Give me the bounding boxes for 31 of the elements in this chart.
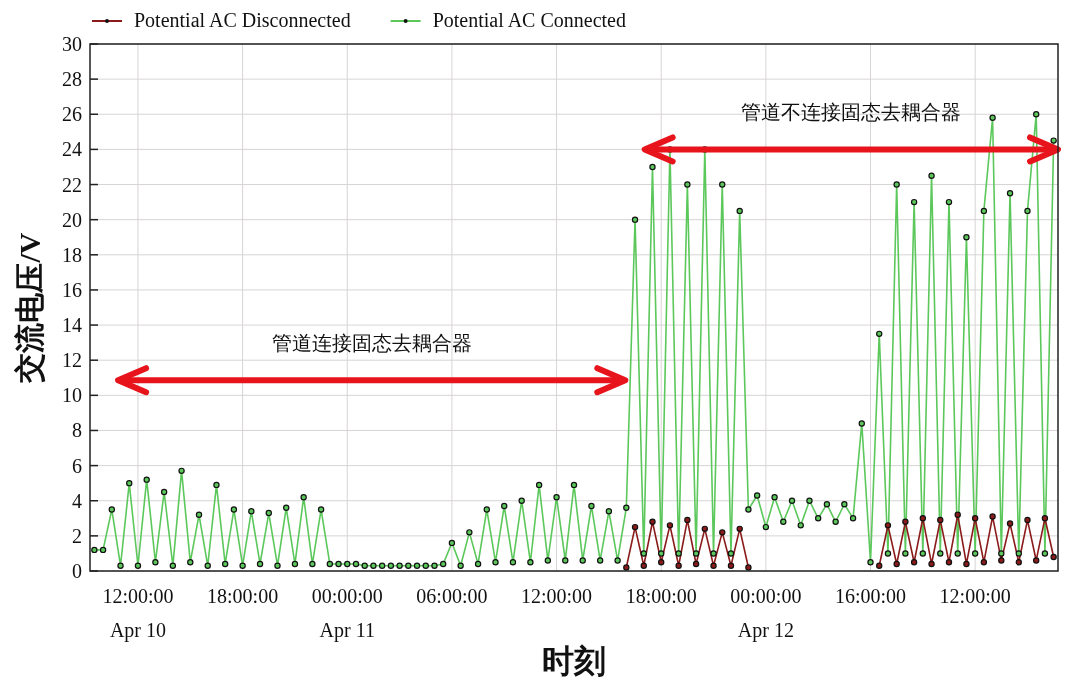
x-tick-label: 00:00:00 Apr 11 bbox=[311, 585, 383, 642]
y-axis-title: 交流电压/V bbox=[13, 232, 46, 384]
y-tick-label: 10 bbox=[62, 384, 82, 407]
x-tick-label: 16:00:00 bbox=[834, 585, 907, 607]
annotation: 管道不连接固态去耦合器 bbox=[741, 101, 962, 124]
y-tick-label: 12 bbox=[62, 349, 82, 372]
y-tick-label: 22 bbox=[62, 173, 82, 196]
x-tick-label: 06:00:00 bbox=[416, 585, 488, 607]
legend-label: Potential AC Connected bbox=[432, 9, 626, 31]
annotation: 管道连接固态去耦合器 bbox=[271, 332, 472, 355]
x-axis-title: 时刻 bbox=[542, 643, 606, 679]
y-tick-label: 18 bbox=[62, 243, 82, 266]
y-tick-label: 26 bbox=[62, 103, 82, 126]
legend-label: Potential AC Disconnected bbox=[134, 9, 351, 31]
x-tick-label: 12:00:00 bbox=[939, 585, 1011, 607]
x-tick-label: 00:00:00 Apr 12 bbox=[730, 585, 802, 642]
y-tick-label: 28 bbox=[62, 68, 82, 91]
x-tick-label: 18:00:00 bbox=[625, 585, 697, 607]
y-tick-label: 8 bbox=[72, 419, 82, 442]
x-tick-label: 18:00:00 bbox=[207, 585, 279, 607]
y-tick-label: 20 bbox=[62, 208, 82, 231]
y-tick-label: 2 bbox=[72, 524, 82, 547]
y-tick-label: 24 bbox=[62, 138, 82, 161]
y-tick-label: 0 bbox=[72, 560, 82, 582]
y-tick-label: 14 bbox=[62, 314, 82, 337]
y-tick-label: 30 bbox=[62, 33, 82, 55]
y-tick-label: 16 bbox=[62, 278, 82, 301]
x-tick-label: 12:00:00 bbox=[521, 585, 593, 607]
x-tick-label: 12:00:00 Apr 10 bbox=[102, 585, 174, 642]
y-tick-label: 6 bbox=[72, 454, 82, 477]
y-tick-label: 4 bbox=[72, 489, 82, 512]
